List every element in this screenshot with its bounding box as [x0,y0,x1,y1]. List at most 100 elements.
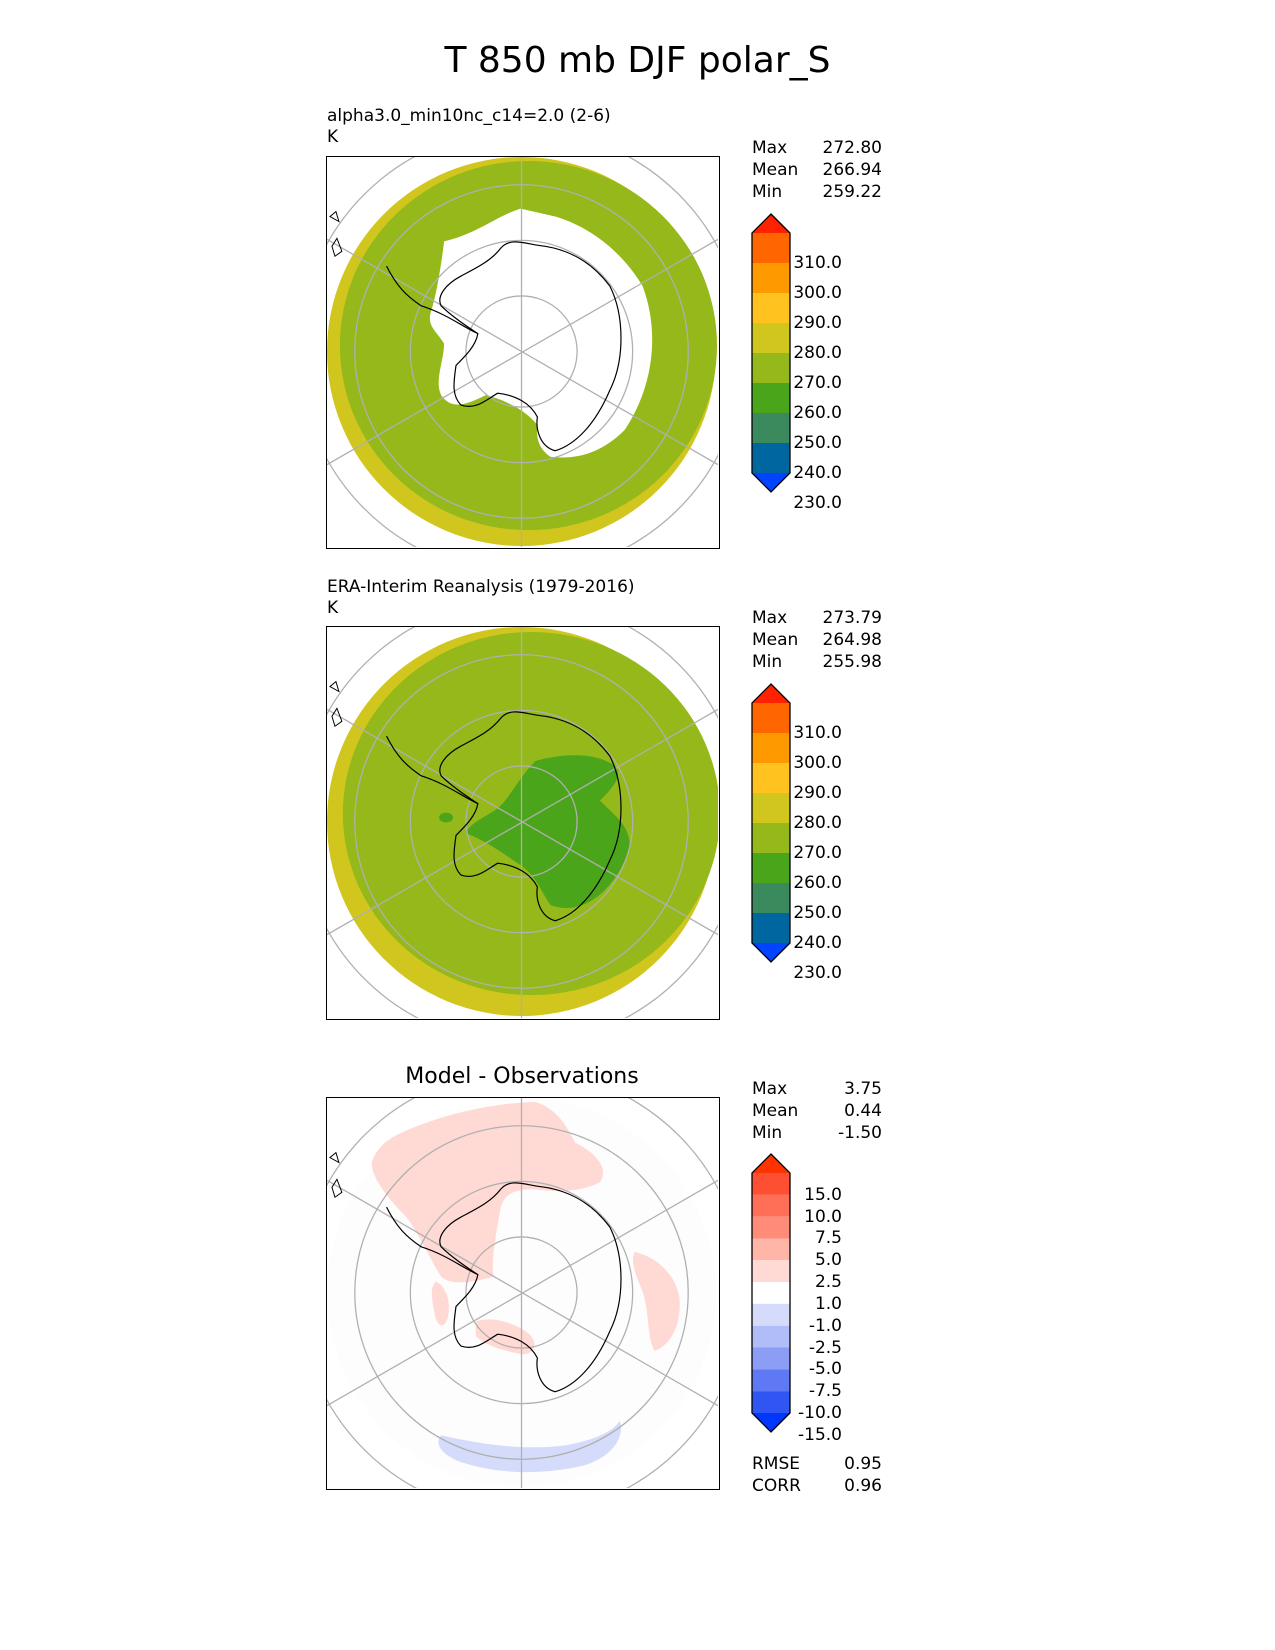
panel-2-title-text: ERA-Interim Reanalysis (1979-2016) [327,577,635,597]
panel-1-title-text: alpha3.0_min10nc_c14=2.0 (2-6) [327,106,611,126]
colorbar-tick-label: 260.0 [793,403,842,423]
colorbar-segment [752,383,790,413]
colorbar-segment [752,733,790,763]
stat-mean: Mean 264.98 [752,630,882,650]
colorbar-tick-label: 270.0 [793,843,842,863]
colorbar-tick-label: 250.0 [793,433,842,453]
colorbar-tick-label: 290.0 [793,313,842,333]
colorbar-tick-label: 240.0 [793,933,842,953]
colorbar-segment [752,1413,790,1432]
colorbar-outline [751,213,791,493]
warm-bias-east [632,1251,680,1352]
colorbar-tick-label: 15.0 [804,1184,842,1205]
colorbar-segment [752,853,790,883]
panel-3-title: Model - Observations [405,1064,639,1089]
colorbar-segment [752,233,790,263]
colorbar-tick-label: 260.0 [793,873,842,893]
colorbar-segment [752,263,790,293]
colorbar-segment [752,1173,790,1195]
figure-title: T 850 mb DJF polar_S [444,40,831,81]
colorbar-segment [752,763,790,793]
panel-1-title: alpha3.0_min10nc_c14=2.0 (2-6) K [327,106,611,148]
warm-bias-ross [475,1319,535,1355]
panel-3-map [326,1097,720,1490]
colorbar-tick-label: -5.0 [808,1359,842,1380]
stat-mean: Mean 0.44 [752,1101,882,1121]
panel-3-map-svg [327,1098,719,1489]
stat-mean: Mean 266.94 [752,160,882,180]
colorbar-segment [752,413,790,443]
colorbar-tick-label: 300.0 [793,753,842,773]
warm-bias-weddell [431,1281,449,1326]
panel-1-stats: Max 272.80 Mean 266.94 Min 259.22 [752,137,882,203]
colorbar-segment [752,1347,790,1370]
panel-2-title: ERA-Interim Reanalysis (1979-2016) K [327,577,635,619]
colorbar-svg [751,213,791,493]
panel-2-stats: Max 273.79 Mean 264.98 Min 255.98 [752,607,882,673]
antarctica-coastline [439,241,622,452]
colorbar-segment [752,1238,790,1261]
colorbar-segment [752,353,790,383]
colorbar-segment [752,443,790,473]
panel-1-map [326,156,720,549]
stat-min: Min -1.50 [752,1123,882,1143]
colorbar-segment [752,943,790,962]
colorbar-segment [752,823,790,853]
colorbar-segment [752,913,790,943]
colorbar-segment [752,323,790,353]
panel-1-colorbar: 310.0 300.0 290.0 280.0 270.0 260.0 250.0 240.0… [750,212,880,513]
colorbar-outline [751,1153,791,1433]
cold-patch [439,812,454,823]
colorbar-tick-label: 290.0 [793,783,842,803]
colorbar-segment [752,1260,790,1283]
panel-2-colorbar: 310.0 300.0 290.0 280.0 270.0 260.0 250.0 240.0… [750,682,880,983]
stat-min: Min 255.98 [752,652,882,672]
colorbar-tick-label: -7.5 [808,1381,842,1402]
stat-min: Min 259.22 [752,182,882,202]
colorbar-tick-label: 230.0 [793,493,842,513]
south-america-coast [329,680,343,728]
stat-max: Max 273.79 [752,608,882,628]
colorbar-segment [752,1282,790,1304]
panel-2-map-svg [327,627,719,1019]
colorbar-segment [752,1216,790,1239]
colorbar-segment [752,1325,790,1348]
panel-1-map-svg [327,157,719,548]
colorbar-tick-label: -2.5 [808,1337,842,1358]
colorbar-segment [752,1303,790,1326]
ice-interior-cold-region [465,755,630,909]
colorbar-tick-label: 10.0 [804,1206,842,1227]
colorbar-tick-label: 280.0 [793,813,842,833]
peninsula-coastline [386,265,479,335]
cool-bias-region [438,1420,621,1473]
colorbar-segment [752,684,790,703]
colorbar-tick-label: -10.0 [798,1403,842,1423]
colorbar-tick-label: 250.0 [793,903,842,923]
colorbar-svg [751,1153,791,1433]
colorbar-tick-label: 240.0 [793,463,842,483]
colorbar-svg [751,683,791,963]
panel-2-units: K [327,598,339,618]
colorbar-tick-label: 1.0 [814,1293,842,1314]
stat-max: Max 3.75 [752,1079,882,1099]
colorbar-tick-label: 310.0 [793,723,842,743]
colorbar-tick-label: -1.0 [808,1315,842,1336]
colorbar-segment [752,293,790,323]
colorbar-segment [752,883,790,913]
panel-2-map [326,626,720,1020]
colorbar-tick-label: 310.0 [793,253,842,273]
peninsula-coastline [386,735,479,805]
colorbar-outline [751,683,791,963]
panel-3-colorbar: 15.0 10.0 7.5 5.0 2.5 1.0 -1.0 -2.5 -5.0 -7.5 -10.… [750,1152,880,1445]
south-america-coast [329,210,343,258]
panel-3-stats: Max 3.75 Mean 0.44 Min -1.50 [752,1078,882,1144]
colorbar-tick-label: 230.0 [793,963,842,983]
colorbar-segment [752,703,790,733]
colorbar-tick-label: -15.0 [798,1424,842,1445]
panel-3-metrics: RMSE 0.95 CORR 0.96 [752,1453,882,1497]
stat-max: Max 272.80 [752,138,882,158]
colorbar-tick-label: 270.0 [793,373,842,393]
graticule [327,1098,719,1489]
antarctica-coastline [439,1182,622,1393]
metric-corr: CORR 0.96 [752,1476,882,1496]
